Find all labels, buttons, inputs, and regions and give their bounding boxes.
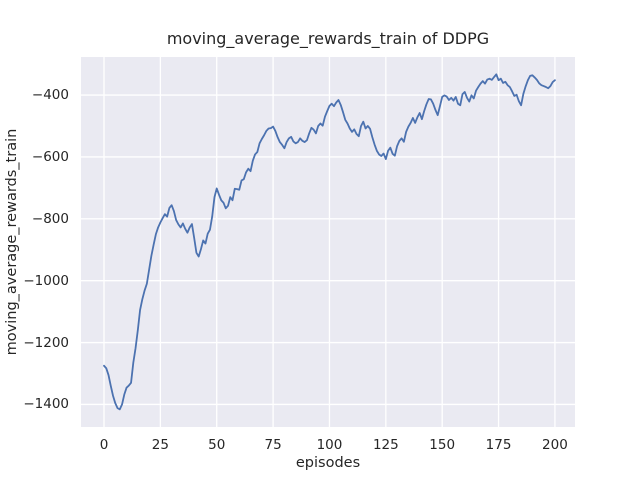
series-line [103, 73, 556, 411]
x-tick-label: 25 [151, 437, 169, 453]
x-tick-label: 75 [264, 437, 282, 453]
x-tick-label: 150 [429, 437, 456, 453]
x-axis-label: episodes [295, 455, 361, 471]
x-tick-label: 125 [372, 437, 399, 453]
x-tick-label: 200 [542, 437, 568, 453]
line-plot-svg [81, 57, 575, 427]
plot-area [81, 57, 575, 427]
y-tick-label: −600 [31, 148, 69, 165]
x-tick-label: 0 [99, 437, 109, 453]
chart-title: moving_average_rewards_train of DDPG [166, 29, 490, 48]
x-tick-label: 50 [208, 437, 226, 453]
y-tick-label: −800 [31, 210, 69, 227]
y-tick-label: −400 [31, 87, 69, 104]
y-tick-label: −1000 [23, 272, 69, 289]
y-tick-label: −1200 [23, 334, 69, 351]
x-tick-label: 175 [485, 437, 512, 453]
y-tick-label: −1400 [23, 396, 69, 413]
x-tick-label: 100 [316, 437, 343, 453]
